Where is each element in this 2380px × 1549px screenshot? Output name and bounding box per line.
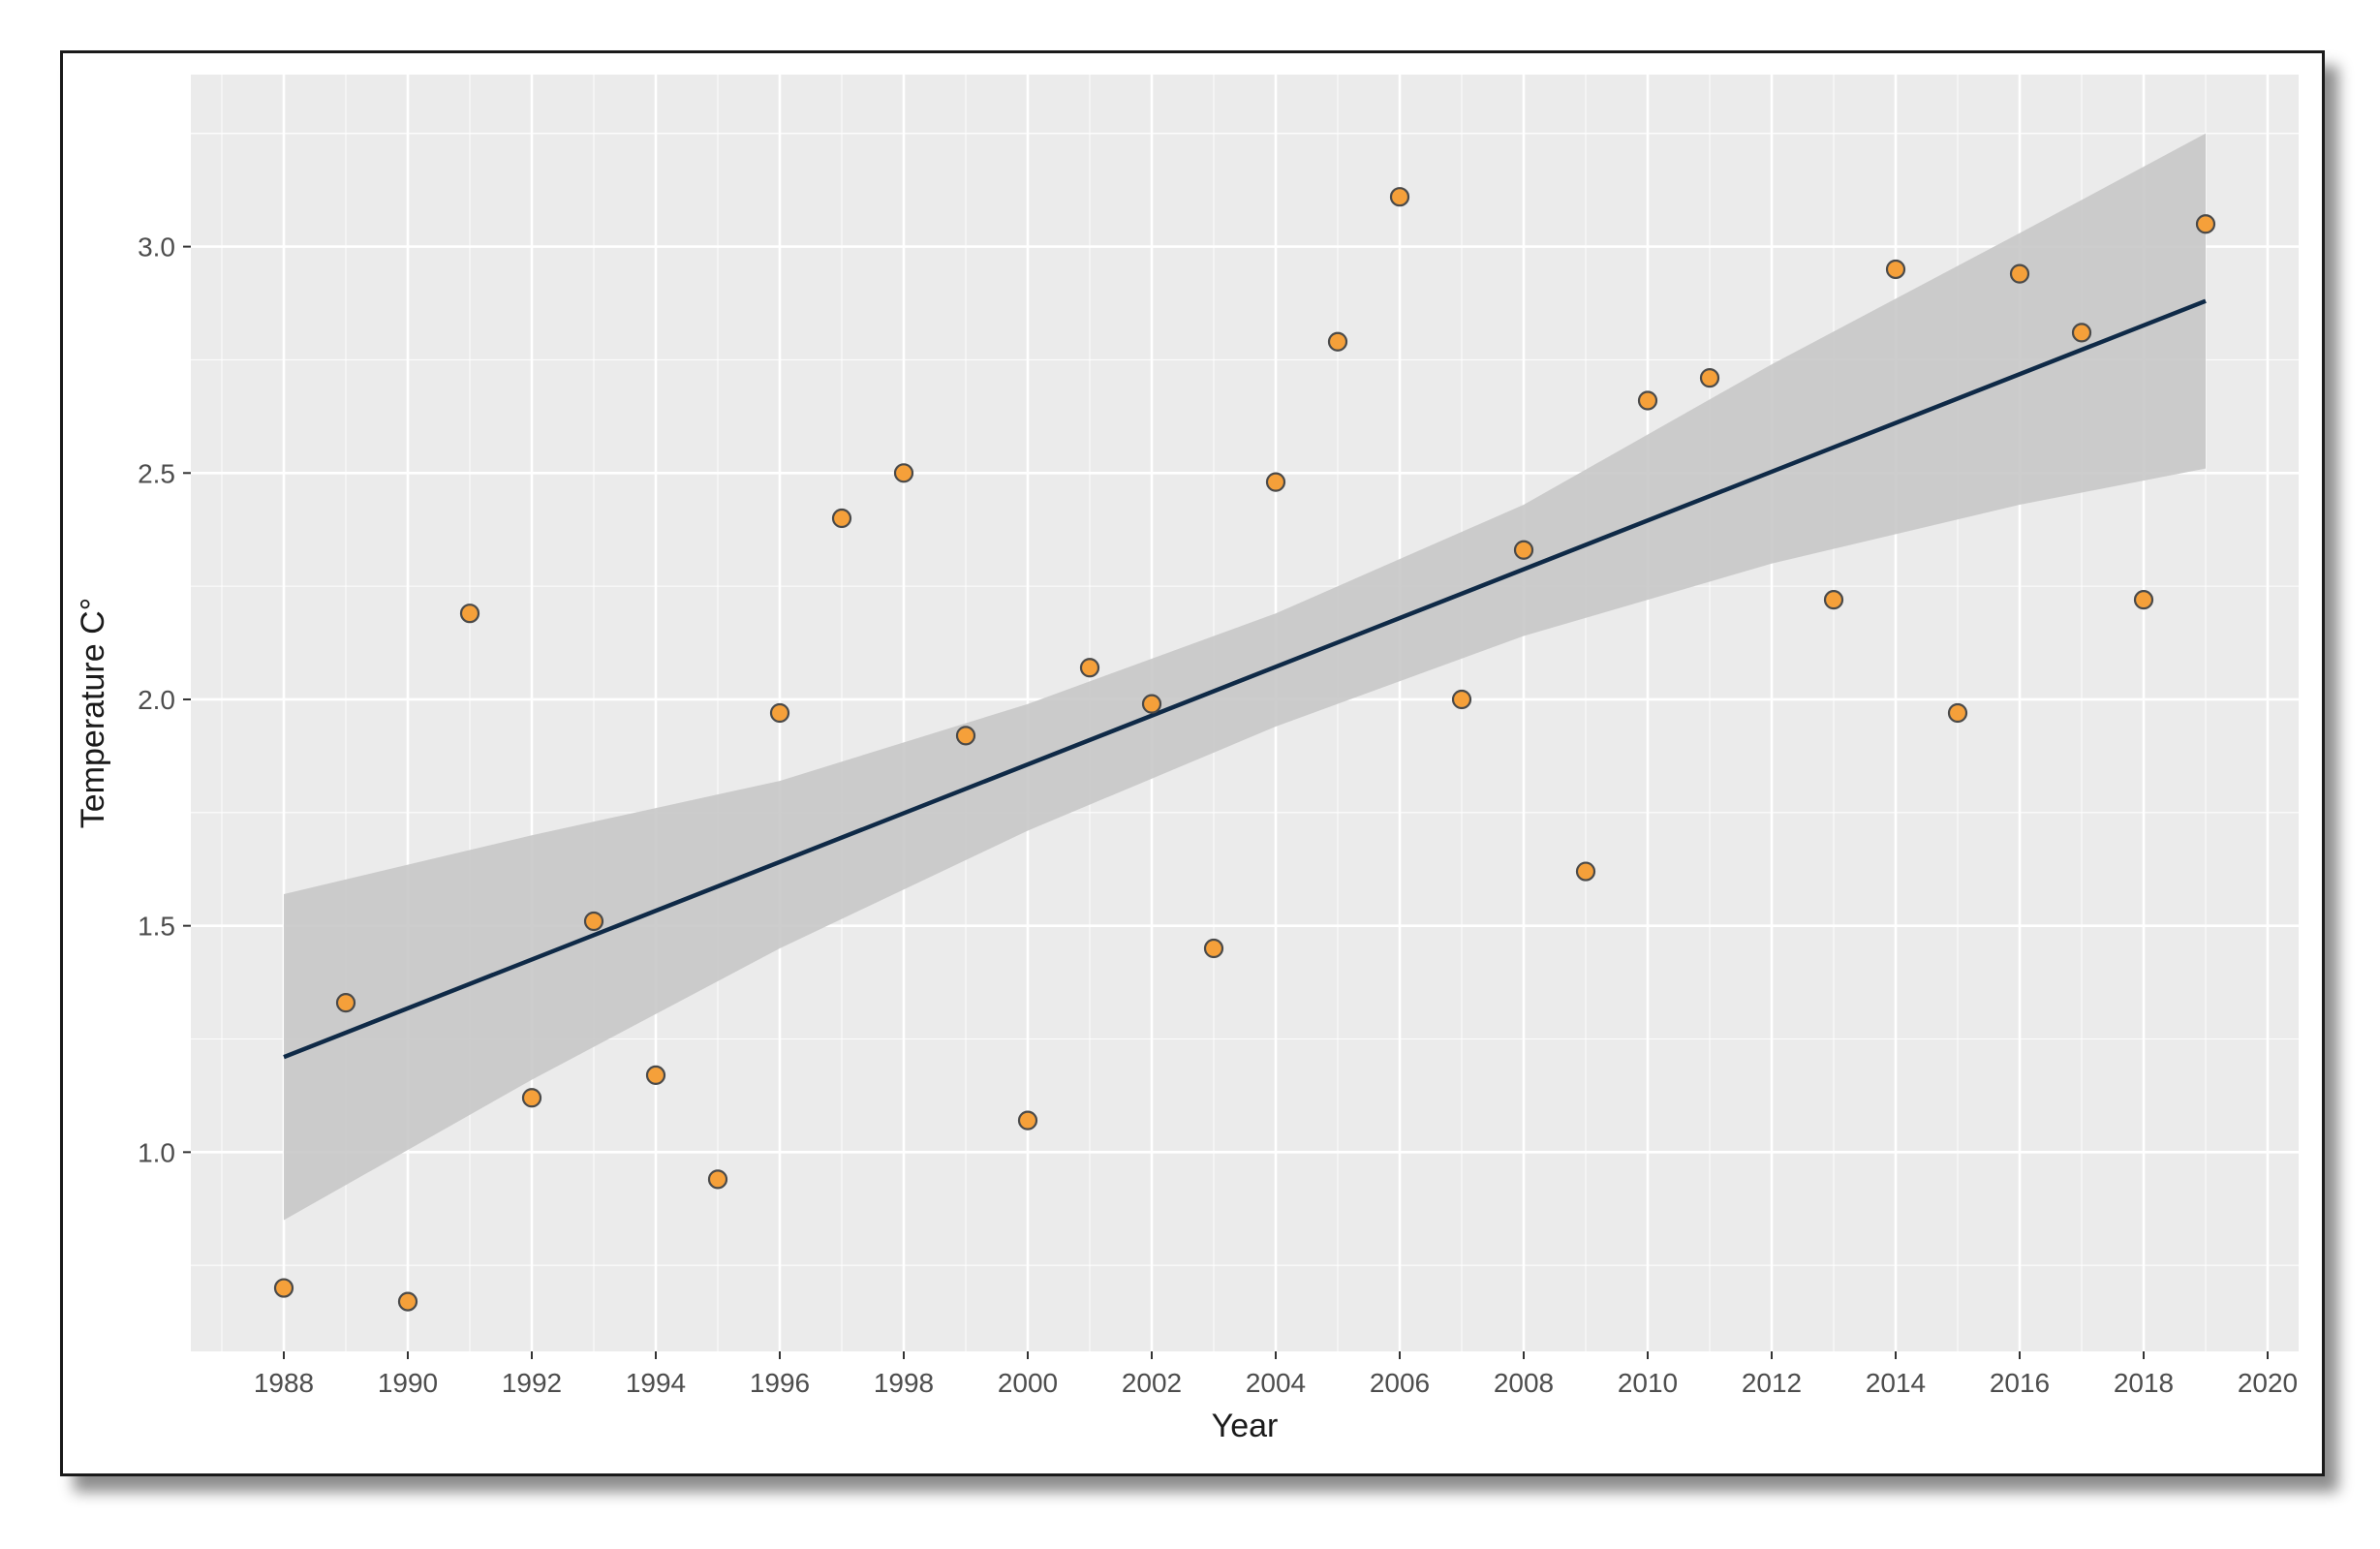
minor-gridlines bbox=[191, 75, 2299, 1351]
data-point bbox=[769, 702, 790, 724]
y-tick-label: 1.0 bbox=[138, 1137, 175, 1167]
data-point bbox=[1637, 390, 1658, 411]
x-tick-label: 1994 bbox=[626, 1368, 686, 1398]
data-point bbox=[1017, 1110, 1038, 1131]
data-point bbox=[1265, 472, 1286, 492]
data-point bbox=[707, 1169, 728, 1190]
data-points bbox=[273, 187, 2216, 1312]
y-axis-ticks: 1.0 1.5 2.0 2.5 3.0 bbox=[138, 232, 191, 1167]
x-tick-label: 1996 bbox=[750, 1368, 810, 1398]
x-tick-label: 1990 bbox=[378, 1368, 438, 1398]
x-tick-label: 2020 bbox=[2238, 1368, 2298, 1398]
data-point bbox=[893, 463, 914, 483]
x-tick-label: 2004 bbox=[1246, 1368, 1306, 1398]
y-tick-label: 1.5 bbox=[138, 912, 175, 942]
data-point bbox=[1575, 861, 1596, 882]
data-point bbox=[1079, 658, 1100, 678]
data-point bbox=[583, 911, 604, 932]
data-point bbox=[831, 508, 852, 529]
data-point bbox=[273, 1278, 294, 1298]
x-tick-label: 2008 bbox=[1494, 1368, 1554, 1398]
x-tick-label: 2000 bbox=[998, 1368, 1058, 1398]
x-tick-label: 2016 bbox=[1990, 1368, 2050, 1398]
data-point bbox=[2009, 263, 2030, 284]
x-tick-label: 2006 bbox=[1370, 1368, 1430, 1398]
trend-line bbox=[283, 298, 2207, 1060]
data-point bbox=[335, 993, 356, 1013]
data-point bbox=[645, 1065, 666, 1086]
x-tick-label: 1988 bbox=[254, 1368, 314, 1398]
y-tick-label: 2.5 bbox=[138, 458, 175, 488]
data-point bbox=[2195, 214, 2216, 234]
x-tick-label: 2012 bbox=[1742, 1368, 1802, 1398]
data-point bbox=[521, 1088, 542, 1108]
x-tick-label: 1998 bbox=[874, 1368, 934, 1398]
x-axis-title: Year bbox=[1212, 1408, 1279, 1444]
data-point bbox=[1389, 187, 1410, 207]
x-tick-label: 2010 bbox=[1618, 1368, 1678, 1398]
data-point bbox=[955, 726, 976, 746]
x-tick-label: 1992 bbox=[502, 1368, 562, 1398]
data-point bbox=[1885, 259, 1906, 280]
data-point bbox=[397, 1291, 418, 1312]
data-point bbox=[1947, 702, 1968, 724]
y-tick-label: 2.0 bbox=[138, 685, 175, 715]
x-tick-label: 2018 bbox=[2114, 1368, 2174, 1398]
x-tick-label: 2014 bbox=[1866, 1368, 1926, 1398]
data-point bbox=[2133, 590, 2154, 610]
data-point bbox=[1203, 938, 1224, 959]
data-point bbox=[1513, 540, 1534, 560]
data-point bbox=[1699, 368, 1720, 388]
chart-frame: 1988 1990 1992 1994 1996 1998 2000 2002 2004 2006… bbox=[60, 50, 2325, 1476]
data-point bbox=[459, 604, 480, 624]
x-tick-label: 2002 bbox=[1122, 1368, 1182, 1398]
data-point bbox=[2071, 323, 2092, 343]
data-point bbox=[1141, 694, 1162, 714]
x-axis-ticks: 1988 1990 1992 1994 1996 1998 2000 2002 2004 2006… bbox=[254, 1351, 2298, 1398]
scatter-chart: 1988 1990 1992 1994 1996 1998 2000 2002 2004 2006… bbox=[75, 75, 2299, 1444]
y-axis-title: Temperature C° bbox=[75, 598, 111, 828]
y-tick-label: 3.0 bbox=[138, 232, 175, 263]
data-point bbox=[1327, 331, 1348, 352]
data-point bbox=[1451, 689, 1472, 710]
data-point bbox=[1823, 590, 1844, 610]
